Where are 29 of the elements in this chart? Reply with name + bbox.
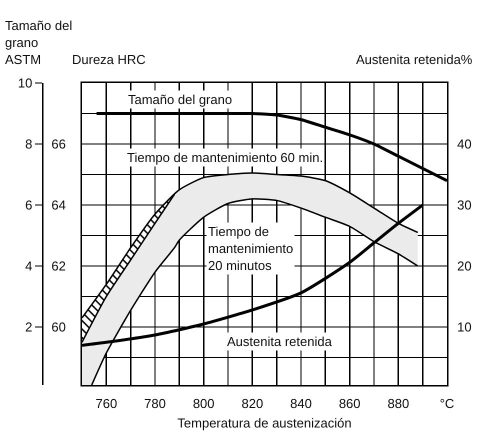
y-tick-label: 2 [25,320,32,335]
y-tick-label: 4 [25,258,32,274]
y3-tick-label: 40 [457,136,472,152]
x-tick-label: 840 [290,396,312,412]
y2-axis-title: Dureza HRC [72,52,146,67]
y-tick-label: 10 [18,76,32,91]
x-tick-label: °C [440,396,454,412]
x-tick-label: 760 [95,396,118,412]
x-tick-label: 880 [387,396,410,412]
y2-tick-label: 60 [51,320,66,335]
x-axis-title: Temperatura de austenización [177,415,352,430]
y2-tick-label: 64 [51,198,66,213]
y3-tick-label: 10 [457,320,472,335]
y-tick-label: 8 [25,136,32,152]
x-tick-label: 800 [192,396,215,412]
y3-tick-label: 20 [457,258,472,274]
y2-tick-label: 62 [51,258,66,274]
x-tick-label: 780 [144,396,166,412]
annotation: Tiempo de mantenimiento 60 min. [127,150,324,165]
annotation: Tiempo de mantenimiento 20 minutos [208,224,294,273]
y-axis-title: Tamaño del grano ASTM [5,18,72,67]
y-tick-label: 6 [25,198,32,213]
y2-tick-label: 66 [51,136,66,152]
annotation: Tamaño del grano [128,92,232,107]
x-tick-label: 820 [241,396,264,412]
x-tick-label: 860 [338,396,361,412]
annotation: Austenita retenida [227,334,333,349]
y3-axis-title: Austenita retenida% [356,52,473,67]
y3-tick-label: 30 [457,198,472,213]
